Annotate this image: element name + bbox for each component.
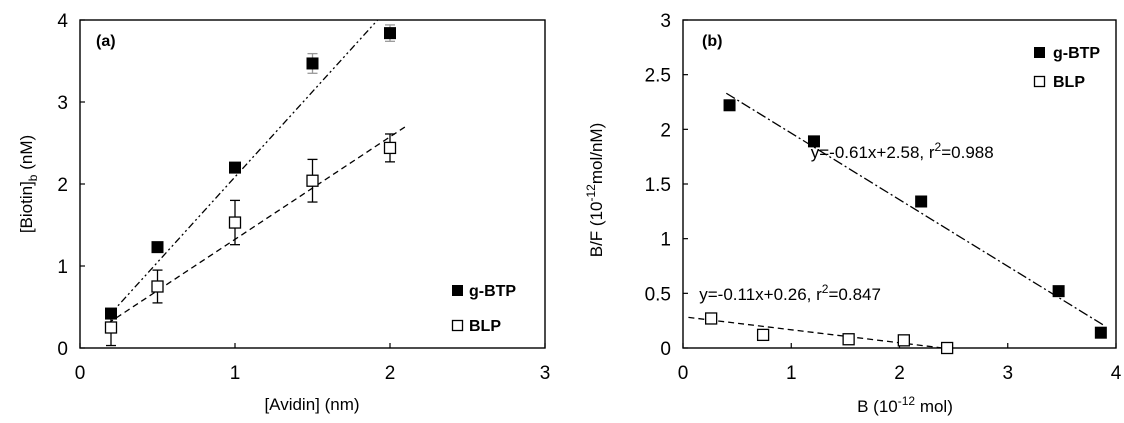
panel-b-y-tick-label: 0: [660, 339, 671, 360]
data-point-g-btp: [1052, 285, 1065, 298]
data-point-blp: [228, 216, 242, 229]
panel-a-error-bars: [106, 24, 395, 347]
equation-blp-tail: =0.847: [828, 285, 880, 304]
data-point-blp: [151, 280, 164, 293]
panel-b-fit-lines: [688, 92, 1106, 349]
legend-label-blp: BLP: [469, 318, 501, 335]
panel-b-points: [704, 99, 1107, 355]
data-point-blp: [383, 141, 397, 155]
legend-label-blp: BLP: [1053, 74, 1085, 91]
panel-b-y-tick-label: 1: [660, 230, 671, 251]
data-point-blp: [704, 312, 718, 325]
data-point-g-btp: [915, 195, 928, 208]
data-point-g-btp: [1094, 326, 1107, 339]
panel-b-y-axis-label-unit: mol/nM): [587, 123, 606, 184]
panel-b-y-axis-label-main: B/F (10: [587, 202, 606, 258]
panel-b-y-tick-label: 2.5: [645, 66, 671, 87]
data-point-g-btp: [807, 135, 820, 148]
data-point-g-btp: [306, 57, 319, 70]
panel-b-y-tick-label: 3: [660, 11, 671, 32]
panel-b-x-axis-label-sup: -12: [898, 394, 916, 408]
equation-blp: y=-0.11x+0.26, r2=0.847: [699, 282, 881, 304]
legend-marker-blp: [451, 319, 464, 332]
fit-line-g-btp: [725, 92, 1106, 327]
fit-line-blp: [107, 126, 406, 324]
panel-a-y-axis-label: [Biotin]b (nM): [17, 135, 40, 233]
equation-blp-main: y=-0.11x+0.26, r: [699, 285, 822, 304]
legend-marker-blp: [1033, 75, 1046, 88]
panel-b-x-tick-label: 0: [678, 363, 689, 384]
data-point-g-btp: [105, 307, 117, 320]
data-point-g-btp: [723, 99, 736, 112]
panel-b-y-axis-label: B/F (10-12mol/nM): [584, 123, 606, 258]
panel-b-x-ticks: 0 1 2 3 4: [678, 343, 1122, 384]
data-point-g-btp: [384, 27, 396, 40]
panel-a-y-axis-label-sub: b: [26, 174, 40, 181]
panel-a-x-tick-label: 2: [385, 363, 396, 384]
legend-label-g-btp: g-BTP: [469, 283, 516, 300]
panel-a-x-tick-label: 3: [540, 363, 551, 384]
data-point-g-btp: [151, 241, 164, 254]
data-point-g-btp: [229, 161, 241, 174]
data-point-blp: [897, 334, 910, 347]
panel-a: (a) [Avidin] (nm) [Biotin]b (nM) 0 1 2 3 0 1…: [17, 11, 550, 414]
panel-b-y-tick-label: 2: [660, 120, 671, 141]
panel-b-y-axis-label-sup: -12: [584, 184, 598, 202]
data-point-blp: [306, 174, 319, 187]
panel-a-legend: g-BTP BLP: [451, 283, 516, 335]
panel-b-y-ticks: 0 0.5 1 1.5 2 2.5 3: [645, 11, 688, 360]
panel-a-y-axis-label-unit: (nM): [17, 135, 36, 175]
panel-a-label: (a): [96, 33, 116, 50]
legend-marker-g-btp: [452, 285, 463, 296]
panel-b-x-tick-label: 2: [894, 363, 905, 384]
panel-a-y-tick-label: 2: [57, 175, 68, 196]
panel-b-y-tick-label: 0.5: [645, 284, 671, 305]
panel-b-legend: g-BTP BLP: [1033, 45, 1100, 91]
panel-a-x-tick-label: 1: [230, 363, 241, 384]
equation-blp-sup: 2: [822, 282, 829, 296]
panel-a-fit-lines: [107, 19, 406, 324]
data-point-blp: [104, 321, 118, 334]
data-point-blp: [940, 341, 954, 355]
fit-line-g-btp: [107, 19, 379, 318]
data-point-blp: [756, 328, 770, 342]
panel-a-points: [104, 27, 397, 334]
panel-a-x-tick-label: 0: [75, 363, 86, 384]
panel-b-x-axis-label: B (10-12 mol): [857, 394, 953, 416]
panel-a-x-axis-label: [Avidin] (nm): [264, 395, 359, 414]
panel-b-x-tick-label: 1: [786, 363, 797, 384]
data-point-blp: [842, 333, 855, 346]
panel-b-x-axis-label-main: B (10: [857, 397, 898, 416]
panel-b-y-tick-label: 1.5: [645, 175, 671, 196]
panel-a-y-tick-label: 0: [57, 339, 68, 360]
legend-marker-g-btp: [1034, 47, 1045, 58]
panel-b-x-tick-label: 3: [1002, 363, 1013, 384]
panel-a-y-axis-label-main: [Biotin]: [17, 181, 36, 233]
panel-a-x-ticks: 0 1 2 3: [75, 343, 551, 384]
equation-g-btp-tail: =0.988: [941, 143, 993, 162]
panel-b-x-axis-label-unit: mol): [915, 397, 953, 416]
equation-g-btp-main: y=-0.61x+2.58, r: [811, 143, 935, 162]
panel-b-label: (b): [702, 33, 722, 50]
legend-label-g-btp: g-BTP: [1053, 45, 1100, 62]
panel-a-y-tick-label: 4: [57, 11, 68, 32]
equation-g-btp-sup: 2: [935, 140, 942, 154]
equation-g-btp: y=-0.61x+2.58, r2=0.988: [811, 140, 994, 162]
panel-b-x-tick-label: 4: [1111, 363, 1122, 384]
panel-a-y-tick-label: 1: [57, 257, 68, 278]
panel-a-y-ticks: 0 1 2 3 4: [57, 11, 85, 360]
panel-a-y-tick-label: 3: [57, 93, 68, 114]
